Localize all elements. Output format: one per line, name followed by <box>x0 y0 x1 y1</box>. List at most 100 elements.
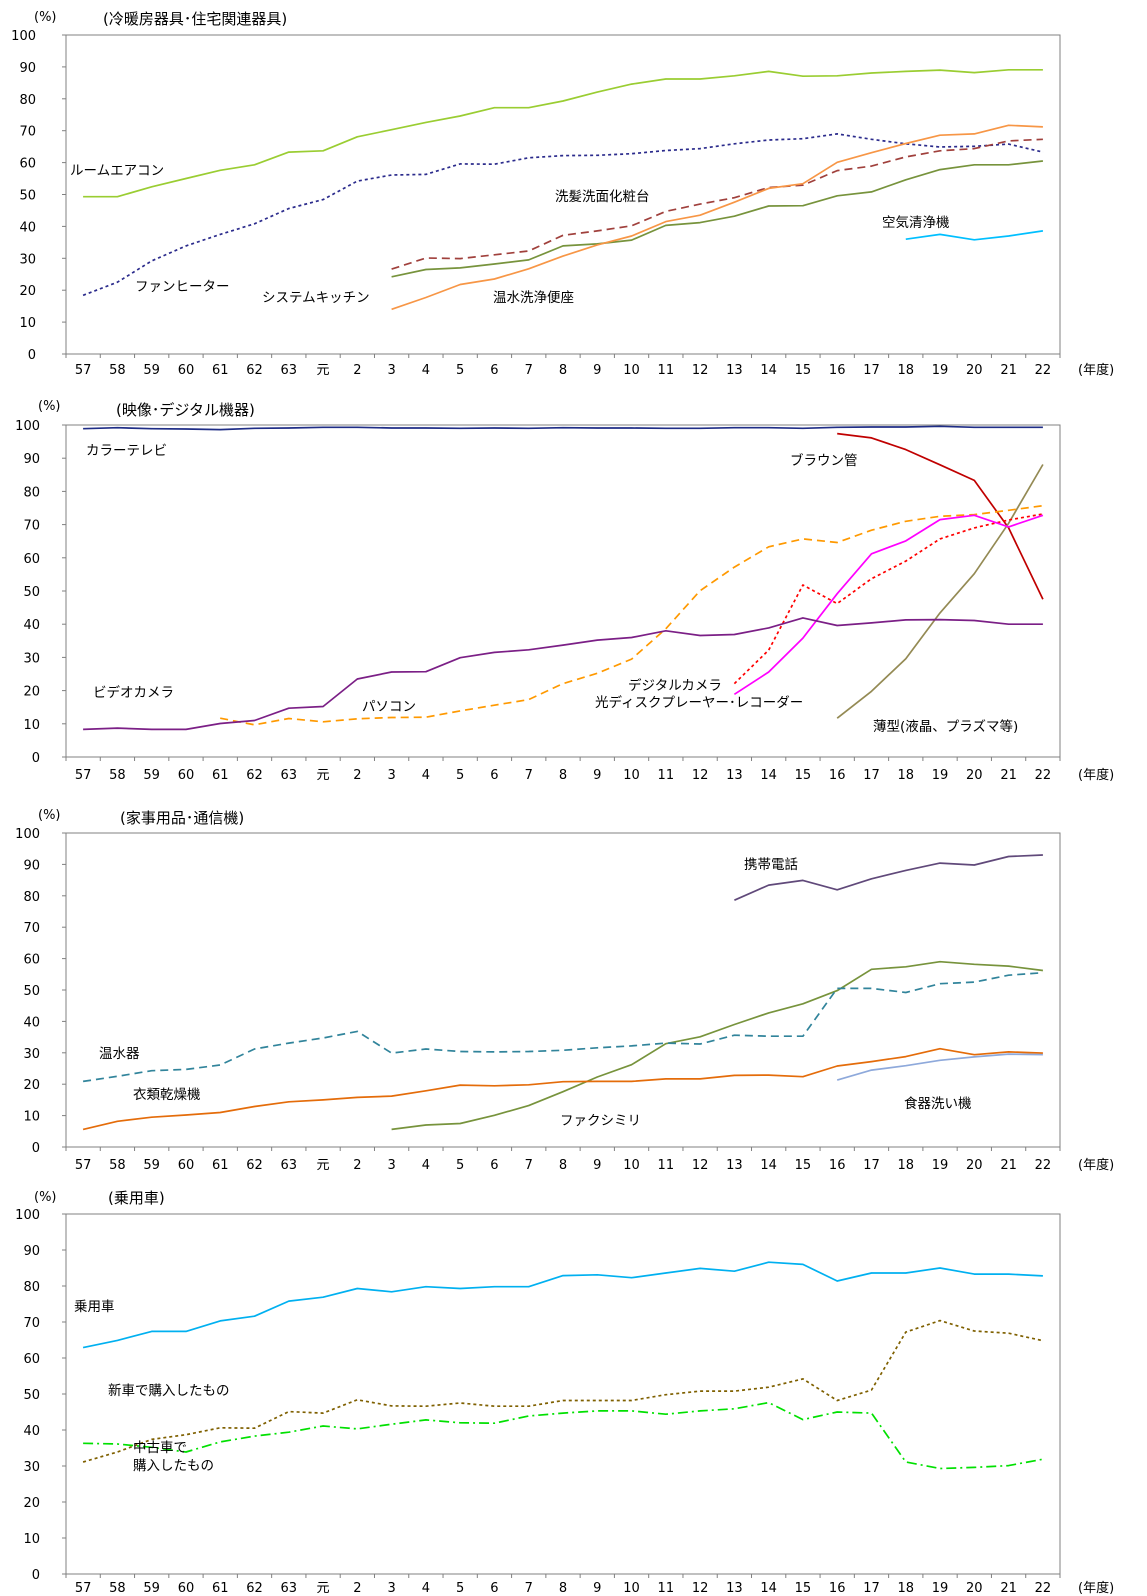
data-point <box>665 224 667 226</box>
x-tick-label: 60 <box>178 768 195 783</box>
data-point <box>493 254 495 256</box>
x-tick-label: 20 <box>966 1581 983 1596</box>
data-point <box>939 983 941 985</box>
data-point <box>528 1405 530 1407</box>
series-label-line: 乗用車 <box>74 1299 115 1315</box>
x-tick-label: 17 <box>863 1158 880 1173</box>
data-point <box>528 1104 530 1106</box>
data-point <box>425 716 427 718</box>
series-label-line: 洗髪洗面化粧台 <box>555 189 650 205</box>
x-tick-label: 5 <box>456 768 464 783</box>
y-tick-label: 20 <box>23 1496 40 1511</box>
data-point <box>905 1461 907 1463</box>
y-tick-label: 80 <box>23 1280 40 1295</box>
x-tick-label: 21 <box>1000 768 1017 783</box>
data-point <box>973 573 975 575</box>
data-point <box>356 1096 358 1098</box>
data-point <box>699 221 701 223</box>
data-point <box>630 1064 632 1066</box>
data-point <box>1007 143 1009 145</box>
data-point <box>596 244 598 246</box>
data-point <box>939 1059 941 1061</box>
data-point <box>82 196 84 198</box>
data-point <box>528 1286 530 1288</box>
data-point <box>356 1428 358 1430</box>
data-point <box>150 186 152 188</box>
data-point <box>185 428 187 430</box>
data-point <box>699 634 701 636</box>
data-point <box>562 644 564 646</box>
data-point <box>973 527 975 529</box>
data-point <box>322 1037 324 1039</box>
data-point <box>322 1425 324 1427</box>
series-label-line: 新車で購入したもの <box>108 1383 230 1399</box>
data-point <box>699 147 701 149</box>
data-point <box>939 464 941 466</box>
data-point <box>836 169 838 171</box>
data-point <box>733 201 735 203</box>
data-point <box>185 1068 187 1070</box>
data-point <box>322 705 324 707</box>
data-point <box>870 968 872 970</box>
x-tick-label: 3 <box>387 363 395 378</box>
data-point <box>665 1272 667 1274</box>
x-tick-label: 13 <box>726 768 743 783</box>
data-point <box>1042 138 1044 140</box>
x-tick-label: 16 <box>829 1581 846 1596</box>
y-axis-unit: (%) <box>34 1190 57 1205</box>
x-tick-label: 58 <box>109 768 126 783</box>
x-tick-label: 7 <box>525 1581 533 1596</box>
data-point <box>185 728 187 730</box>
data-point <box>630 1045 632 1047</box>
data-point <box>219 722 221 724</box>
data-point <box>905 869 907 871</box>
data-point <box>870 1060 872 1062</box>
series-line-3 <box>836 464 1044 719</box>
y-axis-unit: (%) <box>34 10 57 25</box>
data-point <box>528 1050 530 1052</box>
data-point <box>1042 504 1044 506</box>
data-point <box>767 649 769 651</box>
series-line-4 <box>82 1047 1043 1131</box>
data-point <box>802 1418 804 1420</box>
data-point <box>973 619 975 621</box>
data-point <box>390 276 392 278</box>
y-tick-label: 20 <box>23 1078 40 1093</box>
data-point <box>219 1441 221 1443</box>
y-tick-label: 10 <box>23 1110 40 1125</box>
x-tick-label: 4 <box>422 363 430 378</box>
data-point <box>802 75 804 77</box>
x-tick-label: 15 <box>795 363 812 378</box>
y-tick-label: 20 <box>23 685 40 700</box>
data-point <box>733 426 735 428</box>
data-point <box>322 426 324 428</box>
data-point <box>528 1084 530 1086</box>
y-tick-label: 40 <box>19 220 36 235</box>
data-point <box>116 1451 118 1453</box>
data-point <box>699 203 701 205</box>
data-point <box>630 1080 632 1082</box>
y-tick-label: 90 <box>19 61 36 76</box>
data-point <box>185 245 187 247</box>
series-line-3 <box>82 971 1043 1083</box>
data-point <box>322 1099 324 1101</box>
x-tick-label: 15 <box>795 1158 812 1173</box>
data-point <box>733 75 735 77</box>
x-tick-label: 3 <box>387 1158 395 1173</box>
data-point <box>596 1410 598 1412</box>
data-point <box>493 651 495 653</box>
x-tick-label: 12 <box>692 1581 709 1596</box>
series-line-5 <box>836 1053 1043 1081</box>
series-label: 洗髪洗面化粧台 <box>555 189 650 205</box>
data-point <box>356 1399 358 1401</box>
x-tick-label: 9 <box>593 363 601 378</box>
x-tick-label: 19 <box>932 1581 949 1596</box>
data-point <box>493 1286 495 1288</box>
x-tick-label: 4 <box>422 1158 430 1173</box>
series-label-line: 携帯電話 <box>744 856 798 873</box>
data-point <box>596 1076 598 1078</box>
x-tick-label: 10 <box>623 768 640 783</box>
y-tick-label: 0 <box>32 1141 40 1156</box>
data-point <box>939 1267 941 1269</box>
